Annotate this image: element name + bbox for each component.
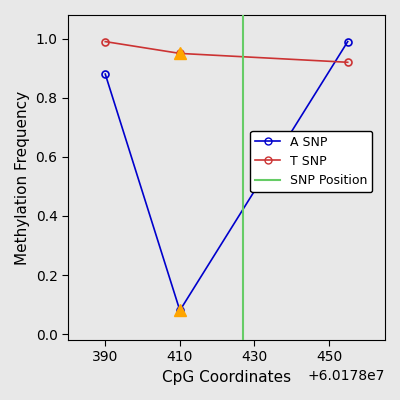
Y-axis label: Methylation Frequency: Methylation Frequency bbox=[15, 90, 30, 264]
Legend: A SNP, T SNP, SNP Position: A SNP, T SNP, SNP Position bbox=[250, 130, 372, 192]
X-axis label: CpG Coordinates: CpG Coordinates bbox=[162, 370, 291, 385]
